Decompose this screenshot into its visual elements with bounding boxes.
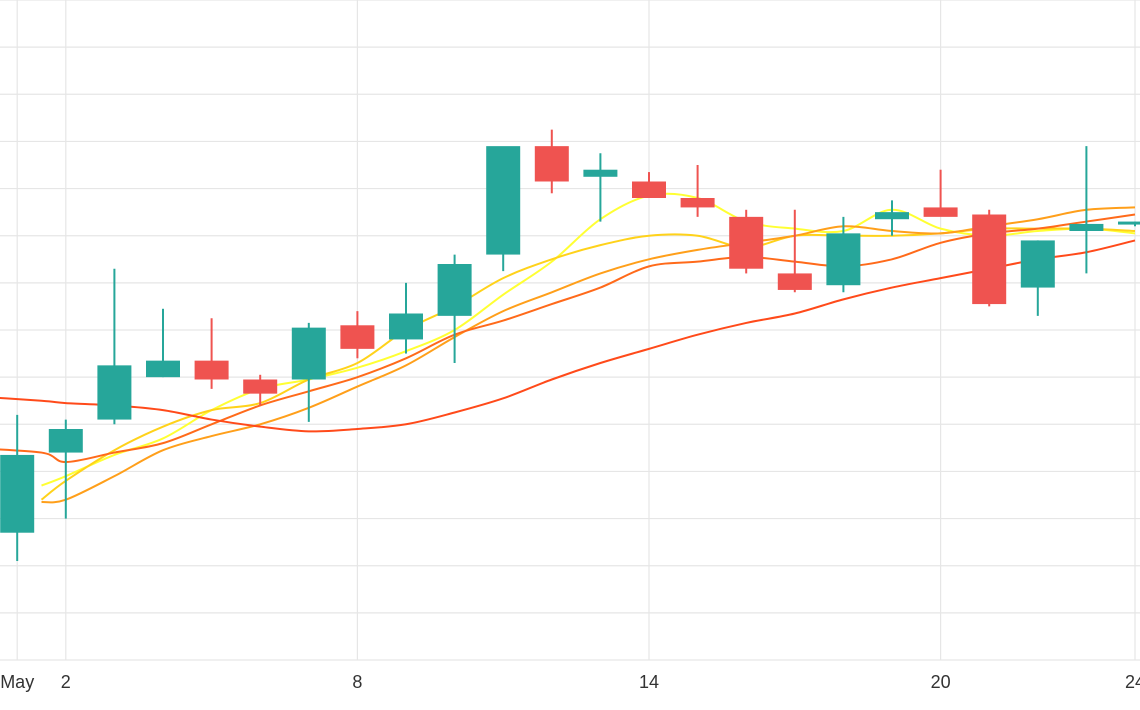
moving-averages: [0, 192, 1136, 504]
x-tick-label-8: 8: [352, 672, 362, 692]
candle-body: [0, 454, 35, 533]
candle-body: [826, 233, 861, 286]
candle-body: [923, 207, 958, 217]
candle-body: [1069, 223, 1104, 231]
candle-6: [243, 374, 278, 406]
moving-average-line-1: [41, 192, 1136, 487]
candle-11: [486, 146, 521, 272]
candle-body: [146, 360, 180, 378]
candle-body: [1020, 240, 1055, 288]
x-tick-label-20: 20: [931, 672, 951, 692]
candle-body: [729, 216, 764, 269]
candle-12: [534, 129, 569, 194]
candle-5: [194, 318, 229, 389]
candle-body: [632, 181, 666, 198]
candle-4: [146, 308, 180, 378]
candle-body: [389, 313, 423, 340]
candle-16: [729, 209, 764, 274]
candle-18: [826, 216, 861, 293]
candle-body: [194, 360, 229, 380]
grid: [0, 0, 1140, 661]
x-tick-label-24: 24: [1125, 672, 1140, 692]
candle-3: [97, 268, 132, 425]
candle-21: [972, 209, 1007, 307]
candle-body: [777, 273, 812, 290]
candle-body: [583, 169, 618, 177]
candle-1: [0, 414, 35, 561]
candle-8: [340, 311, 375, 359]
candle-body: [340, 325, 375, 349]
candles: [0, 129, 1140, 561]
candle-body: [291, 327, 326, 380]
candle-body: [437, 264, 472, 316]
moving-average-line-4: [0, 213, 1136, 464]
x-tick-label-2: 2: [61, 672, 71, 692]
candle-24: [1118, 221, 1140, 227]
candle-body: [97, 365, 132, 420]
candle-17: [777, 209, 812, 293]
moving-average-line-3: [41, 206, 1136, 504]
candle-body: [48, 429, 83, 453]
candle-body: [534, 146, 569, 182]
candle-10: [437, 254, 472, 363]
x-tick-label-14: 14: [639, 672, 659, 692]
candle-20: [923, 169, 958, 217]
candle-13: [583, 153, 618, 222]
candle-15: [680, 165, 715, 217]
candle-7: [291, 322, 326, 422]
candle-body: [875, 212, 909, 220]
candle-2: [48, 419, 83, 519]
candle-23: [1069, 146, 1104, 274]
candle-body: [972, 214, 1007, 305]
x-tick-label-1: May: [0, 672, 34, 692]
candle-22: [1020, 240, 1055, 316]
x-axis-ticks: May2814202430: [0, 672, 1140, 692]
candle-body: [1118, 221, 1140, 225]
candle-body: [486, 146, 521, 255]
moving-average-line-5: [0, 239, 1136, 433]
candle-14: [632, 172, 666, 198]
candle-9: [389, 282, 423, 354]
candle-19: [875, 200, 909, 236]
candle-body: [243, 379, 278, 394]
candle-body: [680, 198, 715, 208]
